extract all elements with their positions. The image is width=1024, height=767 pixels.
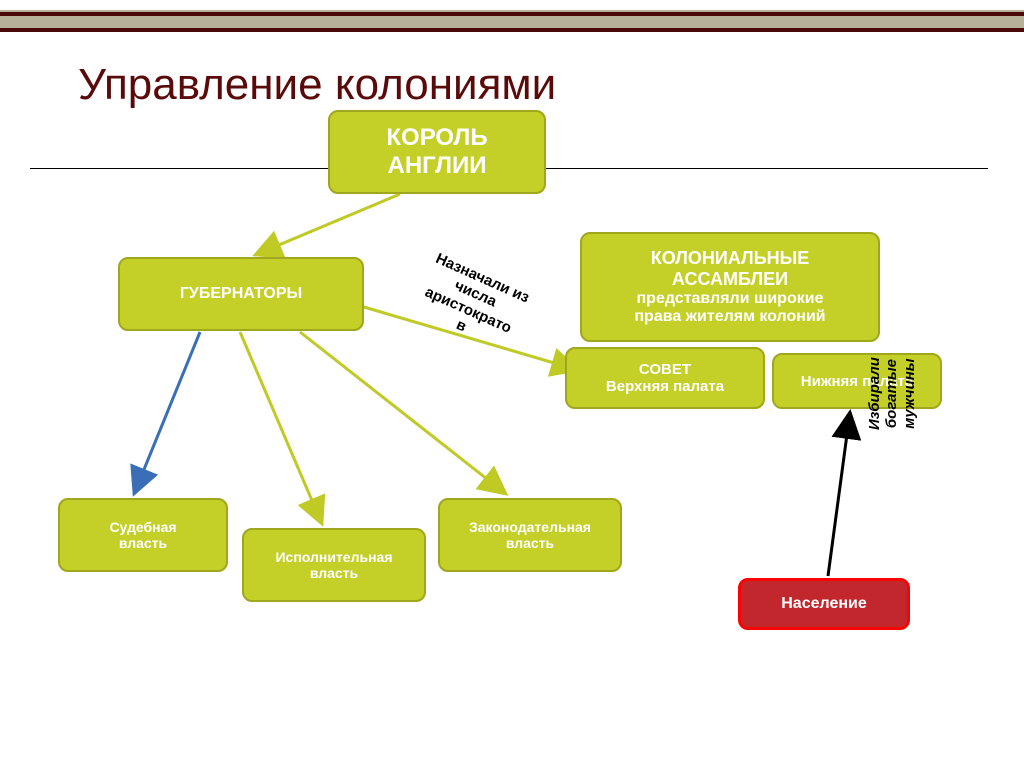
node-king-line1: КОРОЛЬ — [386, 124, 487, 152]
header-bar-stripe-top — [0, 12, 1024, 16]
edge-label-elected: Избирали богатые мужчины — [866, 357, 918, 430]
node-council-line2: Верхняя палата — [606, 378, 724, 395]
node-assemblies-line1: КОЛОНИАЛЬНЫЕ — [651, 248, 810, 269]
node-king: КОРОЛЬ АНГЛИИ — [328, 110, 546, 194]
edge-label-aristocrats: Назначали из числа аристократо в — [412, 250, 532, 354]
node-council-line1: СОВЕТ — [639, 361, 691, 378]
arrow-a1 — [255, 194, 400, 255]
node-legislative-line2: власть — [506, 535, 554, 551]
arrow-a5 — [300, 332, 506, 494]
node-judicial-line1: Судебная — [109, 519, 176, 535]
node-population: Население — [738, 578, 910, 630]
page-title: Управление колониями — [78, 60, 556, 110]
node-council: СОВЕТ Верхняя палата — [565, 347, 765, 409]
node-assemblies-line2: АССАМБЛЕИ — [672, 269, 788, 290]
node-legislative-line1: Законодательная — [469, 519, 591, 535]
node-judicial: Судебная власть — [58, 498, 228, 572]
arrow-a6 — [828, 412, 850, 576]
node-assemblies-sub1: представляли широкие — [637, 290, 824, 308]
node-judicial-line2: власть — [119, 535, 167, 551]
node-executive: Исполнительная власть — [242, 528, 426, 602]
node-governors-line1: ГУБЕРНАТОРЫ — [180, 285, 302, 303]
node-population-line1: Население — [781, 595, 867, 613]
arrow-a3 — [134, 332, 200, 494]
node-assemblies: КОЛОНИАЛЬНЫЕ АССАМБЛЕИ представляли широ… — [580, 232, 880, 342]
node-executive-line2: власть — [310, 565, 358, 581]
arrow-a4 — [240, 332, 322, 524]
node-executive-line1: Исполнительная — [275, 549, 392, 565]
node-legislative: Законодательная власть — [438, 498, 622, 572]
node-assemblies-sub2: права жителям колоний — [634, 308, 825, 326]
node-king-line2: АНГЛИИ — [387, 152, 486, 180]
node-governors: ГУБЕРНАТОРЫ — [118, 257, 364, 331]
header-bar-stripe-bottom — [0, 28, 1024, 32]
